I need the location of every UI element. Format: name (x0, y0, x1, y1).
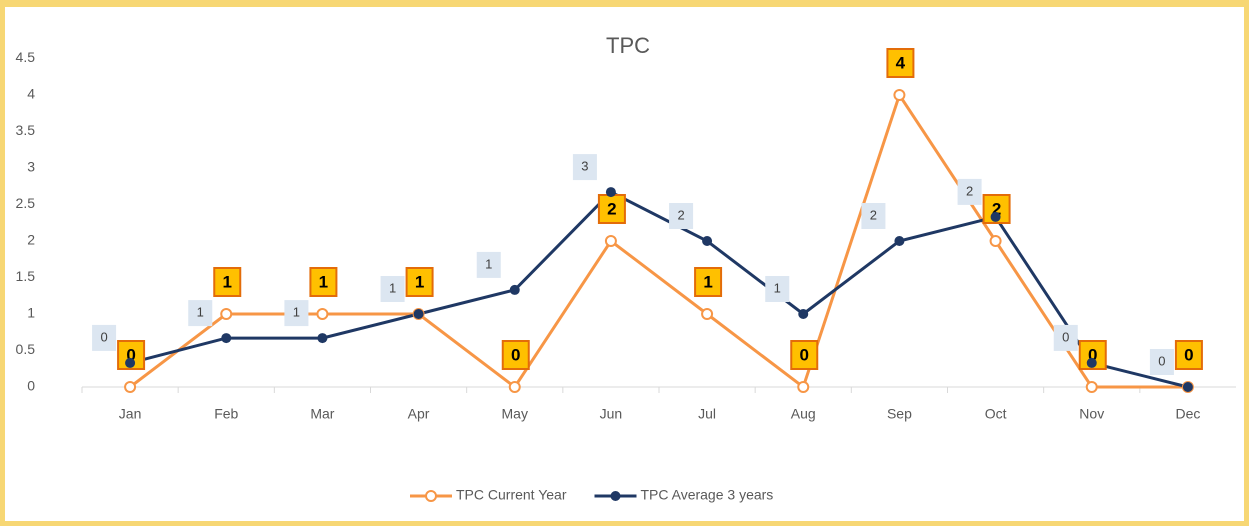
data-label: 1 (293, 305, 300, 320)
label-box (886, 48, 915, 78)
data-label: 2 (870, 207, 877, 222)
label-box (213, 267, 242, 297)
x-tick-label: Apr (408, 406, 430, 422)
data-label: 0 (800, 345, 809, 364)
label-box (790, 340, 819, 370)
x-tick-label: Jul (698, 406, 716, 422)
y-tick-label: 0.5 (16, 341, 36, 357)
data-label: 2 (677, 207, 684, 222)
point (990, 211, 1001, 222)
data-label: 1 (389, 280, 396, 295)
point (893, 89, 906, 101)
point (798, 309, 809, 319)
data-label: 1 (774, 280, 781, 295)
data-label: 0 (100, 329, 107, 344)
label-box (405, 267, 434, 297)
point (125, 357, 136, 368)
legend-marker (610, 491, 621, 501)
y-tick-label: 0 (27, 378, 35, 394)
y-tick-label: 4 (27, 86, 35, 102)
label-box (694, 267, 723, 297)
point (702, 236, 713, 246)
data-label: 2 (607, 199, 616, 218)
label-box (597, 194, 626, 224)
label-box (957, 178, 982, 205)
point (894, 236, 905, 246)
data-label: 4 (896, 53, 906, 72)
x-tick-label: Sep (887, 406, 912, 422)
data-label: 0 (1184, 345, 1193, 364)
label-box (476, 251, 501, 278)
x-tick-label: May (502, 406, 528, 422)
data-label: 2 (992, 199, 1001, 218)
data-label: 1 (415, 272, 424, 291)
chart-title: TPC (606, 33, 650, 58)
label-box (1053, 324, 1078, 351)
point (701, 308, 714, 320)
data-label: 0 (511, 345, 520, 364)
data-label: 0 (1158, 353, 1165, 368)
x-tick-label: Dec (1175, 406, 1200, 422)
point (221, 333, 232, 344)
legend-label: TPC Average 3 years (641, 487, 774, 503)
label-box (669, 203, 694, 229)
data-label: 1 (319, 272, 328, 291)
point (509, 284, 520, 295)
point (316, 308, 329, 320)
label-box (92, 324, 117, 351)
data-label: 3 (581, 159, 588, 174)
y-tick-label: 2 (27, 232, 35, 248)
y-tick-label: 3 (27, 159, 35, 175)
y-tick-label: 2.5 (16, 195, 36, 211)
data-label: 1 (223, 272, 232, 291)
label-box (117, 340, 146, 370)
point (1086, 357, 1097, 368)
legend-marker (425, 490, 437, 502)
data-label: 0 (126, 345, 135, 364)
point (124, 381, 137, 393)
data-label: 1 (197, 305, 204, 320)
label-box (861, 203, 886, 229)
data-label: 1 (703, 272, 712, 291)
label-box (1149, 349, 1174, 375)
series-line (129, 91, 1188, 390)
x-tick-label: Nov (1079, 406, 1104, 422)
x-tick-label: Jan (119, 406, 142, 422)
series-line (129, 190, 1189, 389)
point (604, 235, 617, 247)
label-box (765, 276, 790, 302)
x-tick-label: Mar (310, 406, 334, 422)
label-box (380, 276, 405, 302)
point (1182, 382, 1193, 392)
data-label: 0 (1062, 329, 1069, 344)
y-tick-label: 1 (27, 305, 35, 321)
chart: TPC 0 0.5 1 1.5 2 2.5 3 3.5 4 4.5 Jan Feb Mar Apr May J… (16, 33, 1236, 503)
label-box (284, 300, 309, 327)
y-tick-label: 1.5 (16, 268, 36, 284)
x-tick-label: Jun (600, 406, 623, 422)
x-tick-label: Oct (985, 406, 1007, 422)
point (317, 333, 328, 344)
label-box (188, 300, 213, 327)
data-label: 0 (1088, 345, 1097, 364)
y-tick-label: 3.5 (16, 122, 36, 138)
data-label: 1 (485, 256, 492, 271)
point (1085, 381, 1098, 393)
point (605, 187, 616, 198)
x-tick-label: Feb (214, 406, 238, 422)
label-box (572, 154, 597, 181)
x-tick-label: Aug (791, 406, 816, 422)
label-box (501, 340, 530, 370)
data-label: 2 (966, 183, 973, 198)
y-tick-label: 4.5 (16, 49, 36, 65)
point (508, 381, 521, 393)
point (989, 235, 1002, 247)
point (220, 308, 233, 320)
label-box (1174, 340, 1203, 370)
legend-label: TPC Current Year (456, 487, 567, 503)
label-box (309, 267, 338, 297)
point (797, 381, 810, 393)
point (413, 309, 424, 319)
